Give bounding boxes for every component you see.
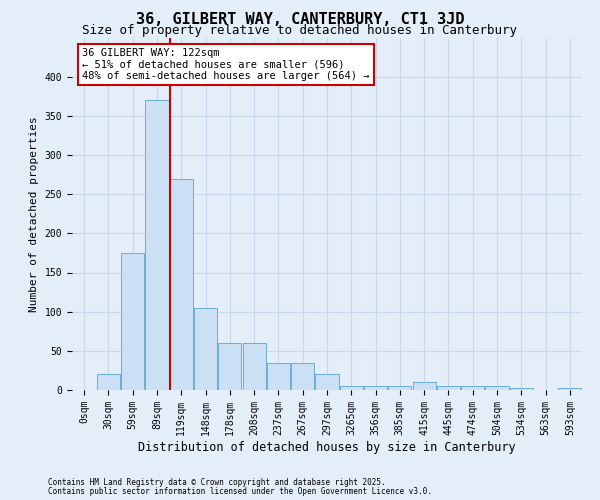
- Bar: [364, 386, 387, 390]
- Bar: [437, 386, 460, 390]
- Bar: [194, 308, 217, 390]
- Bar: [316, 374, 338, 390]
- Text: 36, GILBERT WAY, CANTERBURY, CT1 3JD: 36, GILBERT WAY, CANTERBURY, CT1 3JD: [136, 12, 464, 26]
- Text: Size of property relative to detached houses in Canterbury: Size of property relative to detached ho…: [83, 24, 517, 37]
- Text: Contains public sector information licensed under the Open Government Licence v3: Contains public sector information licen…: [48, 486, 432, 496]
- Text: 36 GILBERT WAY: 122sqm
← 51% of detached houses are smaller (596)
48% of semi-de: 36 GILBERT WAY: 122sqm ← 51% of detached…: [82, 48, 370, 82]
- Bar: [340, 386, 363, 390]
- Bar: [413, 382, 436, 390]
- Bar: [291, 362, 314, 390]
- Bar: [170, 178, 193, 390]
- Text: Contains HM Land Registry data © Crown copyright and database right 2025.: Contains HM Land Registry data © Crown c…: [48, 478, 386, 487]
- X-axis label: Distribution of detached houses by size in Canterbury: Distribution of detached houses by size …: [138, 440, 516, 454]
- Y-axis label: Number of detached properties: Number of detached properties: [29, 116, 39, 312]
- Bar: [388, 386, 412, 390]
- Bar: [461, 386, 484, 390]
- Bar: [485, 386, 509, 390]
- Bar: [121, 253, 144, 390]
- Bar: [510, 388, 533, 390]
- Bar: [97, 374, 120, 390]
- Bar: [145, 100, 169, 390]
- Bar: [242, 343, 266, 390]
- Bar: [218, 343, 241, 390]
- Bar: [267, 362, 290, 390]
- Bar: [559, 388, 581, 390]
